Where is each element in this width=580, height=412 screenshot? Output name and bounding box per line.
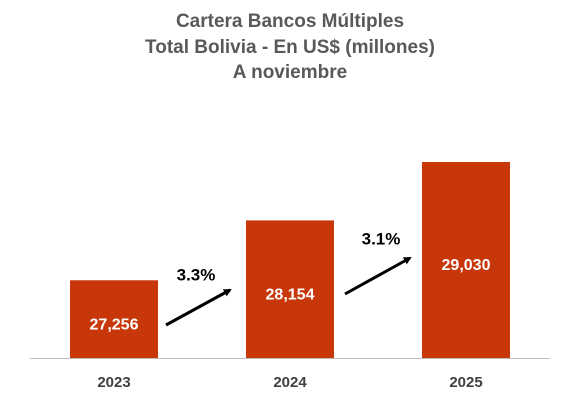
bar [422,162,510,358]
value-label: 27,256 [90,316,139,333]
bar [246,220,334,358]
x-tick-label: 2025 [449,374,482,391]
x-tick-label: 2024 [273,374,307,391]
value-label: 29,030 [442,257,491,274]
growth-arrow [344,256,412,296]
chart-subtitle: Total Bolivia - En US$ (millones) [145,37,435,58]
chart-subtitle: A noviembre [233,62,347,83]
growth-label: 3.1% [362,229,401,248]
x-tick-label: 2023 [97,374,130,391]
growth-label: 3.3% [177,265,216,284]
growth-arrow [165,288,232,327]
value-label: 28,154 [266,286,315,303]
bar [70,280,158,358]
chart-title: Cartera Bancos Múltiples [176,11,404,32]
